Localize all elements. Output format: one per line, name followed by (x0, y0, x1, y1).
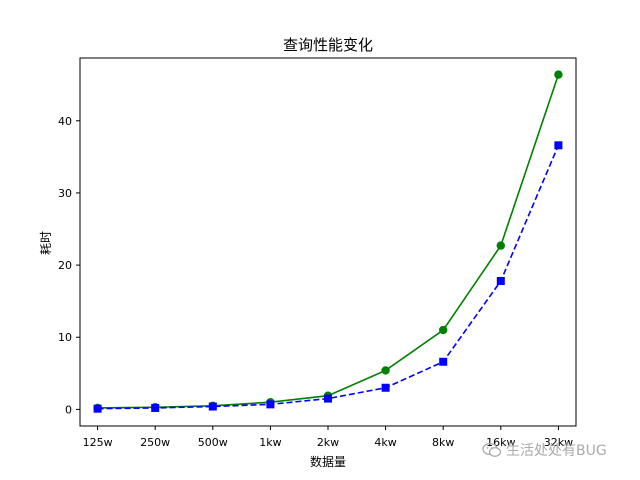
series-2-point (151, 403, 160, 412)
x-tick-label: 250w (140, 436, 170, 449)
series-2-point (381, 383, 390, 392)
y-tick-label: 0 (65, 403, 72, 416)
series-2-point (93, 404, 102, 413)
y-axis: 0 10 20 30 40 (58, 115, 80, 416)
series-layer (93, 70, 563, 413)
series-1-point (439, 325, 448, 335)
x-tick-label: 1kw (259, 436, 281, 449)
series-1-point (554, 70, 563, 79)
x-axis-label: 数据量 (310, 454, 346, 469)
series-line-2 (97, 144, 560, 410)
series-line-1 (97, 74, 560, 409)
x-tick-label: 32kw (544, 436, 573, 449)
series-2-point (554, 141, 563, 150)
watermark-text: 生活处处有BUG (506, 443, 607, 459)
series-1-point (496, 241, 505, 250)
series-2-point (266, 400, 275, 409)
x-tick-label: 8kw (432, 436, 454, 449)
x-tick-label: 2kw (317, 436, 339, 449)
series-2-point (324, 394, 332, 403)
y-tick-label: 10 (58, 331, 72, 344)
x-tick-label: 4kw (374, 436, 396, 449)
watermark: 生活处处有BUG (482, 440, 607, 460)
series-2-point (439, 357, 448, 366)
chart-title: 查询性能变化 (283, 36, 373, 54)
series-2-point (496, 276, 505, 285)
y-axis-label: 耗时 (39, 231, 53, 255)
x-tick-label: 16kw (486, 436, 515, 449)
y-tick-label: 30 (58, 187, 72, 200)
y-tick-label: 40 (58, 115, 72, 128)
x-tick-label: 125w (83, 436, 113, 449)
y-tick-label: 20 (58, 259, 72, 272)
x-tick-label: 500w (198, 436, 228, 449)
x-axis: 125w 250w 500w 1kw 2kw 4kw 8kw 16kw 32kw (83, 426, 573, 449)
series-1-point (381, 366, 390, 375)
series-2-point (208, 402, 217, 411)
wechat-icon (482, 442, 502, 458)
